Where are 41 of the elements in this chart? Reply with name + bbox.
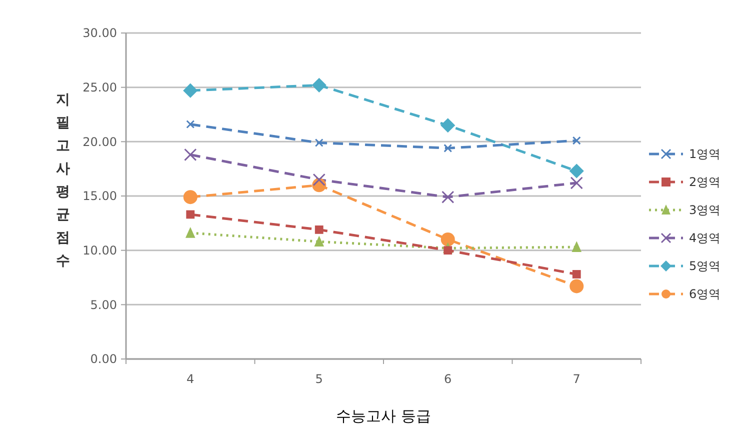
point	[572, 136, 581, 145]
point	[314, 225, 324, 234]
x-tick-label: 7	[572, 372, 580, 386]
point	[442, 190, 454, 204]
point	[440, 118, 456, 133]
legend-label: 5영역	[689, 259, 721, 274]
x-tick-label: 6	[444, 372, 452, 386]
point	[312, 78, 326, 92]
legend-label: 2영역	[689, 175, 721, 190]
point	[572, 241, 582, 252]
point	[186, 120, 195, 129]
y-tick-label: 10.00	[82, 244, 117, 258]
y-tick-label: 5.00	[90, 298, 117, 312]
point	[570, 176, 583, 190]
y-axis-title: 지필고사평균점수	[56, 92, 70, 269]
x-tick-label: 5	[315, 372, 323, 386]
y-tick-label: 15.00	[82, 189, 117, 204]
point	[184, 148, 197, 162]
point	[569, 164, 584, 178]
point	[314, 138, 324, 148]
point	[183, 83, 198, 98]
x-tick-label: 4	[186, 372, 194, 386]
x-axis-title: 수능고사 등급	[336, 407, 431, 425]
point	[185, 227, 196, 238]
point	[312, 173, 326, 186]
point	[440, 232, 455, 246]
legend-label: 4영역	[689, 231, 721, 246]
y-tick-label: 25.00	[82, 80, 117, 95]
point	[572, 270, 581, 278]
y-tick-label: 20.00	[82, 134, 117, 149]
point	[570, 279, 584, 294]
point	[183, 190, 198, 204]
legend-label: 6영역	[689, 287, 721, 302]
point	[186, 210, 195, 219]
point	[314, 236, 324, 247]
point	[444, 246, 452, 255]
y-tick-label: 0.00	[90, 352, 117, 366]
y-tick-label: 30.00	[82, 26, 117, 40]
legend-label: 1영역	[689, 147, 721, 162]
point	[444, 144, 452, 152]
legend-label: 3영역	[689, 203, 721, 218]
